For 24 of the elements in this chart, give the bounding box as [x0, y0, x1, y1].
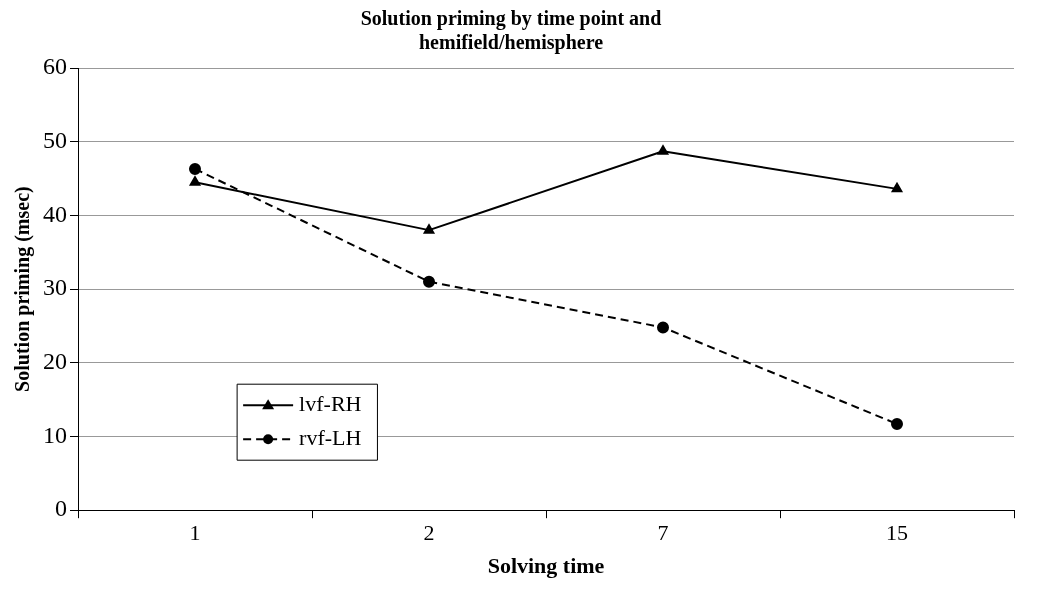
point — [891, 182, 903, 193]
y-axis-title: Solution priming (msec) — [11, 186, 35, 392]
point — [657, 145, 669, 155]
point — [891, 417, 903, 430]
x-tick-label: 1 — [189, 520, 201, 546]
y-tick-label: 50 — [43, 127, 67, 153]
point — [657, 321, 669, 334]
y-tick-label: 0 — [55, 495, 67, 522]
point — [189, 176, 201, 186]
point — [423, 275, 435, 288]
y-tick-label: 10 — [43, 421, 67, 448]
x-tick-label: 7 — [657, 520, 669, 546]
x-axis-title: Solving time — [487, 553, 605, 579]
y-tick-label: 40 — [43, 200, 67, 227]
y-tick-label: 30 — [43, 274, 67, 301]
chart-title: Solution priming by time point and hemifield/hemisphere — [360, 7, 662, 55]
point — [189, 162, 201, 175]
y-tick-label: 60 — [43, 53, 67, 80]
x-tick-label: 15 — [886, 520, 908, 546]
x-tick-label: 2 — [423, 520, 435, 546]
point — [423, 224, 435, 234]
legend-label: rvf-LH — [299, 424, 362, 450]
y-tick-label: 20 — [43, 348, 67, 375]
legend-label: lvf-RH — [299, 390, 362, 416]
